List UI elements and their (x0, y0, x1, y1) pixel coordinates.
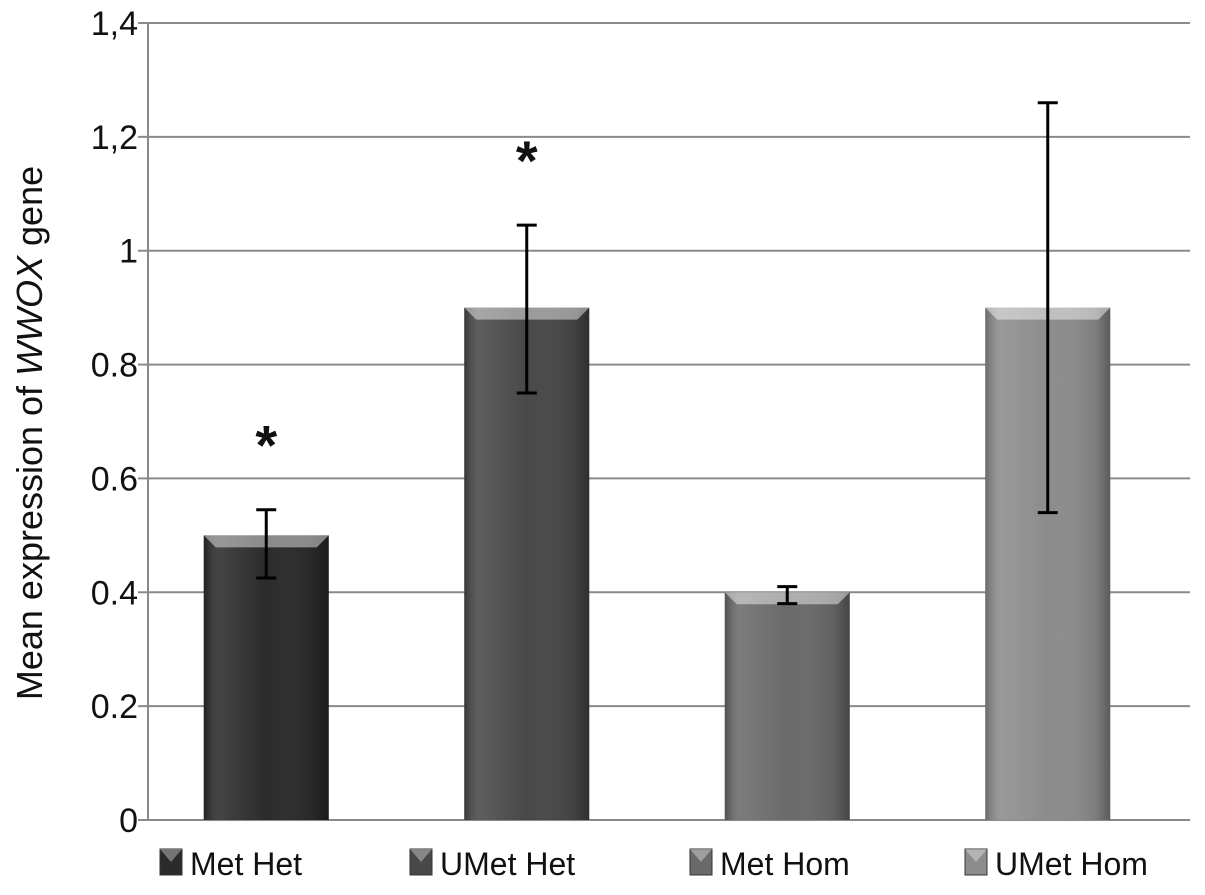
y-tick-label: 0 (119, 802, 138, 840)
significance-asterisk: * (255, 414, 277, 477)
bar-shading (724, 592, 850, 820)
y-tick-label: 1,2 (91, 119, 138, 157)
bars (203, 307, 1111, 821)
error-bars (256, 101, 1058, 606)
y-tick-label: 0.6 (91, 460, 138, 498)
legend-swatch-bevel (160, 849, 182, 862)
y-axis-label-part-3: gene (9, 166, 50, 256)
y-axis-label: Mean expression of WWOX gene (9, 166, 50, 700)
y-tick-label: 1 (119, 233, 138, 271)
legend-swatch (689, 848, 713, 876)
y-tick-label: 0.2 (91, 688, 138, 726)
legend-swatch (409, 848, 433, 876)
legend-swatch-bevel (410, 849, 432, 862)
legend-label: Met Hom (720, 846, 850, 882)
y-axis-label-part-1: Mean expression of (9, 376, 50, 700)
legend-swatch-bevel (690, 849, 712, 862)
legend-label: Met Het (190, 846, 302, 882)
y-tick-label: 0.4 (91, 574, 138, 612)
y-tick-label: 1,4 (91, 5, 138, 43)
significance-asterisk: * (516, 129, 538, 192)
y-axis-ticks: 0 0.2 0.4 0.6 0.8 1 1,2 1,4 (91, 5, 138, 840)
y-axis-label-gene: WWOX (9, 254, 50, 376)
legend: Met Het UMet Het Met Hom UMet Hom (159, 846, 1148, 882)
legend-label: UMet Hom (995, 846, 1148, 882)
legend-label: UMet Het (440, 846, 575, 882)
y-tick-label: 0.8 (91, 347, 138, 385)
legend-swatch (964, 848, 988, 876)
significance-markers: ** (255, 129, 538, 477)
bar-shading (203, 535, 329, 820)
legend-swatch-bevel (965, 849, 987, 862)
legend-swatch (159, 848, 183, 876)
